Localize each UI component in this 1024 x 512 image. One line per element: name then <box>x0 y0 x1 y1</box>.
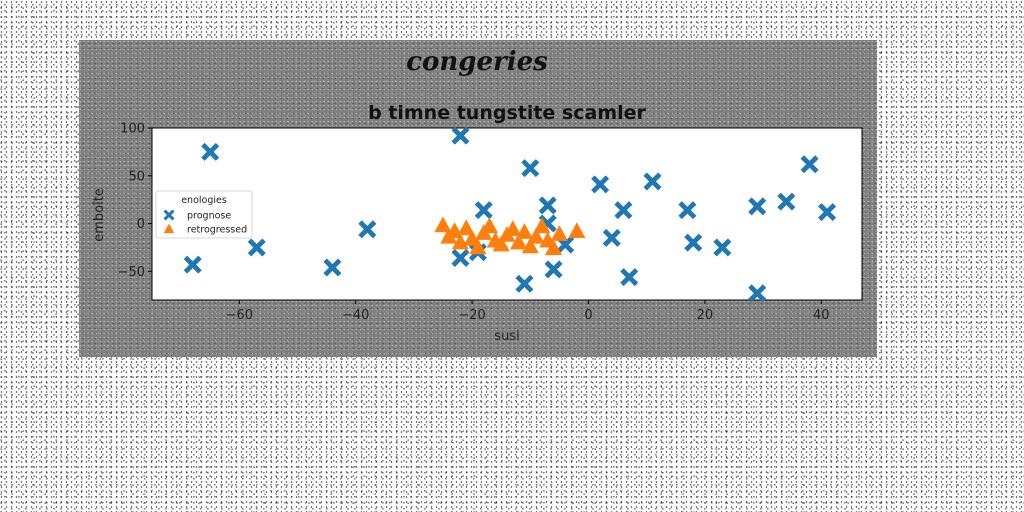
point-retrogressed-16 <box>527 227 545 244</box>
legend-label-retrogressed: retrogressed <box>187 225 247 236</box>
point-prognose-4 <box>358 220 377 239</box>
point-prognose-17 <box>614 201 633 220</box>
plot-area <box>151 127 863 301</box>
point-prognose-7 <box>474 201 493 220</box>
point-retrogressed-21 <box>568 222 586 238</box>
legend: enologies prognose retrogressed <box>155 190 253 239</box>
point-prognose-20 <box>678 201 697 220</box>
legend-label-prognose: prognose <box>187 211 231 222</box>
x-tick-label: −60 <box>226 308 253 323</box>
point-prognose-15 <box>591 175 610 194</box>
figure: congeries b timne tungstite scamler −60−… <box>79 40 877 357</box>
point-prognose-5 <box>451 126 470 145</box>
legend-marker-retrogressed <box>163 223 175 234</box>
point-retrogressed-14 <box>515 223 534 239</box>
figure-suptitle: congeries <box>406 47 548 77</box>
point-prognose-11 <box>538 196 557 215</box>
point-retrogressed-4 <box>457 219 475 236</box>
point-prognose-2 <box>247 238 266 257</box>
point-prognose-25 <box>777 192 796 211</box>
legend-title: enologies <box>181 195 227 206</box>
scatter-chart: congeries b timne tungstite scamler −60−… <box>92 47 863 344</box>
point-retrogressed-0 <box>434 216 452 233</box>
x-tick-label: 0 <box>584 308 592 323</box>
x-tick-label: −40 <box>342 308 369 323</box>
point-prognose-3 <box>323 258 342 277</box>
x-axis-ticks: −60 −40 −20 0 20 40 <box>226 300 830 323</box>
x-tick-label: 40 <box>813 308 830 323</box>
point-retrogressed-20 <box>550 225 568 241</box>
point-prognose-26 <box>800 155 819 174</box>
point-retrogressed-8 <box>480 217 499 234</box>
point-retrogressed-12 <box>504 220 522 237</box>
point-retrogressed-10 <box>492 235 510 252</box>
y-tick-label: −50 <box>118 265 145 280</box>
point-retrogressed-19 <box>545 239 563 256</box>
point-retrogressed-6 <box>469 238 487 255</box>
chart-title: b timne tungstite scamler <box>368 102 646 124</box>
x-tick-label: 20 <box>697 308 714 323</box>
point-prognose-0 <box>201 142 220 161</box>
point-retrogressed-13 <box>510 233 528 250</box>
y-tick-label: 50 <box>128 169 145 184</box>
point-retrogressed-15 <box>521 237 539 254</box>
point-prognose-6 <box>451 248 470 267</box>
x-tick-label: −20 <box>458 308 485 323</box>
point-prognose-21 <box>684 233 703 252</box>
point-retrogressed-17 <box>533 217 551 234</box>
legend-items: prognose retrogressed <box>163 209 247 236</box>
point-prognose-1 <box>183 255 202 274</box>
data-marks <box>183 126 837 303</box>
point-prognose-10 <box>515 274 534 293</box>
point-prognose-13 <box>544 260 563 279</box>
point-prognose-23 <box>748 197 767 216</box>
y-axis-ticks: −50 0 50 100 <box>118 122 152 280</box>
y-tick-label: 100 <box>120 122 145 137</box>
point-prognose-22 <box>713 238 732 257</box>
point-prognose-19 <box>643 172 662 191</box>
point-prognose-9 <box>521 159 540 178</box>
point-prognose-16 <box>602 228 621 247</box>
point-prognose-18 <box>620 268 639 287</box>
x-axis-label: susi <box>494 329 519 344</box>
legend-box <box>155 190 253 239</box>
point-prognose-24 <box>748 284 767 303</box>
y-axis-label: emboîte <box>92 188 107 242</box>
y-tick-label: 0 <box>137 217 145 232</box>
point-prognose-27 <box>818 203 837 222</box>
legend-marker-prognose <box>163 209 175 221</box>
